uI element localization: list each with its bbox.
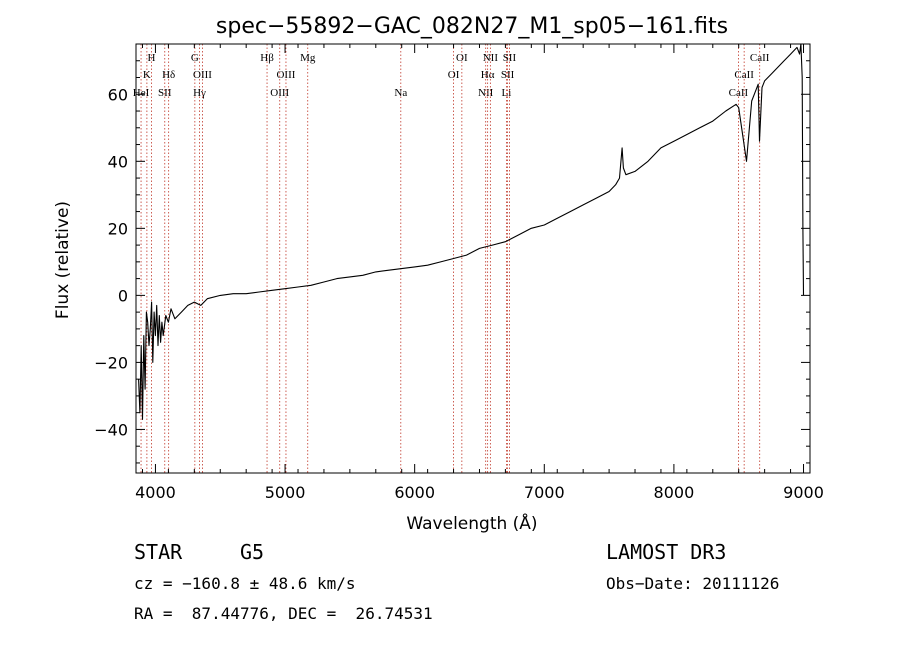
survey-label: LAMOST DR3: [606, 540, 727, 564]
y-tick-label-0: −40: [94, 420, 128, 439]
obs-date: Obs−Date: 20111126: [606, 574, 780, 593]
marker-label-18: Li: [502, 87, 512, 99]
chart-title: spec−55892−GAC_082N27_M1_sp05−161.fits: [216, 14, 728, 39]
marker-label-14: OI: [456, 52, 468, 64]
marker-label-6: Hγ: [193, 87, 206, 99]
marker-label-23: CaII: [750, 52, 770, 64]
marker-label-10: OIII: [276, 69, 295, 81]
subclass-label: G5: [240, 540, 265, 564]
y-tick-label-3: 20: [108, 219, 128, 238]
marker-label-3: SII: [158, 87, 172, 99]
y-tick-label-2: 0: [118, 286, 128, 305]
x-tick-label-2: 6000: [394, 483, 435, 502]
marker-label-0: K: [143, 69, 151, 81]
x-tick-label-0: 4000: [135, 483, 176, 502]
x-tick-label-1: 5000: [265, 483, 306, 502]
marker-label-12: Na: [394, 87, 407, 99]
marker-label-13: OI: [448, 69, 460, 81]
y-axis-label: Flux (relative): [53, 201, 73, 319]
marker-label-15: NII: [478, 87, 494, 99]
marker-label-5: G: [191, 52, 199, 64]
marker-label-9: OIII: [270, 87, 289, 99]
series-layer: [138, 43, 805, 420]
class-label: STAR: [134, 540, 183, 564]
series-line-spectrum: [138, 43, 805, 420]
y-tick-label-4: 40: [108, 152, 128, 171]
axes: 4000 5000 6000 7000 8000 9000 −40 −20 0 20 40 60: [94, 43, 824, 502]
x-tick-label-5: 9000: [783, 483, 824, 502]
marker-label-11: Mg: [300, 52, 316, 64]
cz-value: cz = −160.8 ± 48.6 km/s: [134, 574, 356, 593]
marker-label-7: OIII: [193, 69, 212, 81]
marker-label-2: HeI: [133, 87, 150, 99]
plot-frame: [135, 43, 811, 474]
x-axis-label: Wavelength (Å): [406, 512, 537, 534]
x-tick-label-4: 8000: [654, 483, 695, 502]
marker-label-16: Hα: [481, 69, 495, 81]
marker-label-19: SII: [501, 69, 515, 81]
y-tick-label-5: 60: [108, 85, 128, 104]
ra-dec: RA = 87.44776, DEC = 26.74531: [134, 604, 433, 623]
marker-label-22: CaII: [734, 69, 754, 81]
marker-label-4: Hδ: [162, 69, 175, 81]
marker-label-17: NII: [483, 52, 499, 64]
marker-label-21: CaII: [729, 87, 749, 99]
marker-label-20: SII: [503, 52, 517, 64]
marker-label-1: H: [147, 52, 155, 64]
y-tick-label-1: −20: [94, 353, 128, 372]
marker-label-8: Hβ: [260, 52, 274, 64]
x-tick-label-3: 7000: [524, 483, 565, 502]
